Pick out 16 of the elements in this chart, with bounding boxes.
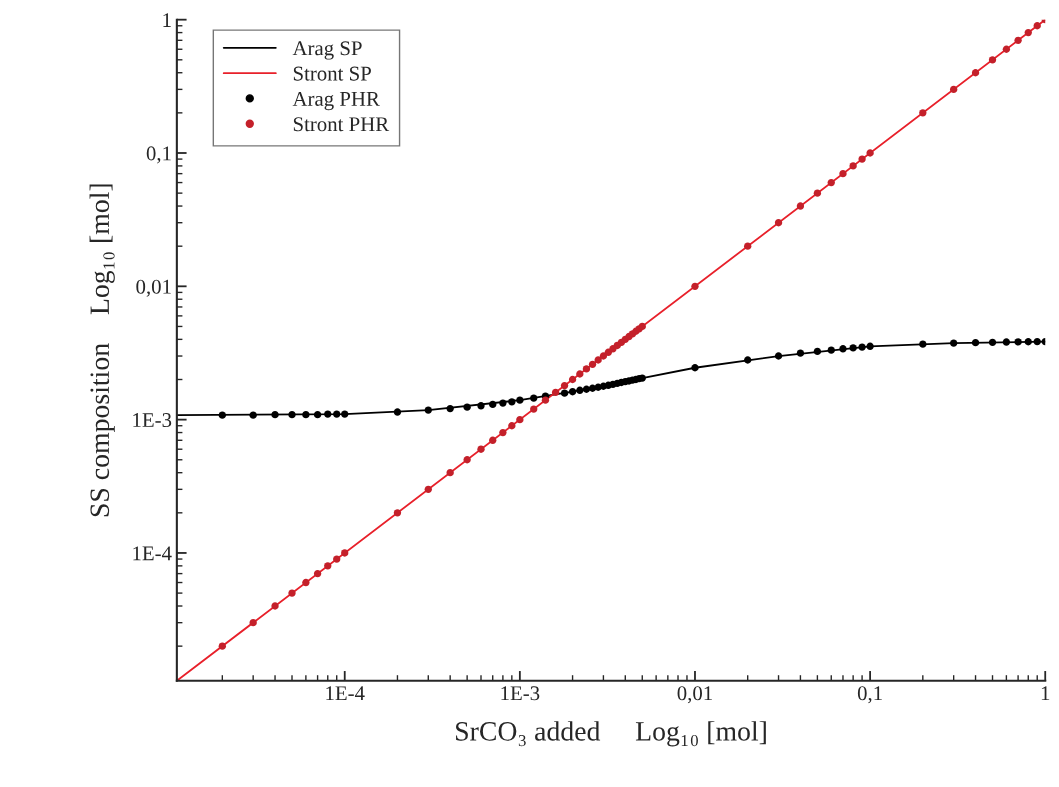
y-tick-label: 1E-4 [133,546,172,561]
legend-label: Arag PHR [292,91,380,111]
y-tick-label: 0,1 [146,146,171,164]
y-tick-label: 1 [163,13,171,27]
x-tick-label: 0,01 [677,686,712,704]
y-tick-label: 0,01 [136,279,171,297]
legend-label: Stront SP [293,66,371,81]
x-tick-label: 1E-3 [501,686,540,701]
x-axis-title: SrCO₃ added Log₁₀ [mol] [456,721,766,747]
x-tick-label: 0,1 [857,686,882,704]
x-tick-label: 1E-4 [326,686,365,701]
y-tick-label: 1E-3 [133,413,172,428]
x-tick-label: 1 [1041,686,1050,701]
y-axis-title: SS composition Log₁₀ [mol] [89,184,115,517]
legend-label: Stront PHR [293,117,390,132]
legend-label: Arag SP [292,41,362,60]
